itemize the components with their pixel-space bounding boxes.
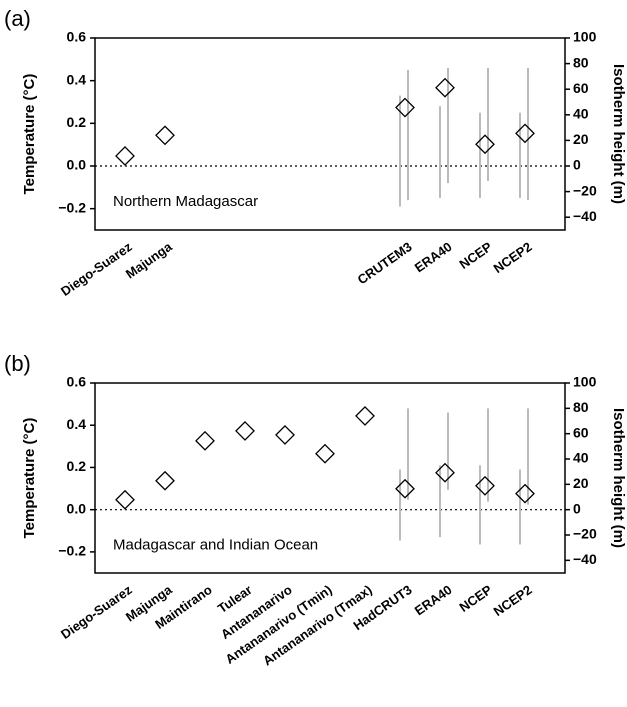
diamond-marker (115, 489, 135, 510)
y2-tick-label: 0 (573, 500, 581, 516)
y-tick-label: 0.0 (67, 157, 87, 173)
diamond-marker (115, 146, 135, 166)
y2-axis-title: Isotherm height (m) (610, 408, 627, 548)
diamond-marker (435, 77, 455, 98)
y2-tick-label: 20 (573, 131, 589, 147)
diamond-marker (315, 443, 335, 464)
y-tick-label: 0.6 (67, 29, 87, 45)
x-tick-label: ERA40 (412, 582, 455, 618)
x-tick-label: NCEP (456, 582, 494, 615)
diamond-marker (235, 421, 255, 441)
plot-frame (94, 382, 566, 574)
x-tick-label: CRUTEM3 (355, 239, 415, 287)
x-tick-label: NCEP (456, 239, 494, 272)
diamond-marker (515, 483, 535, 504)
y-tick-label: 0.2 (67, 114, 87, 130)
diamond-marker (435, 462, 455, 483)
panel-label: (b) (4, 351, 31, 376)
diamond-marker (475, 134, 495, 155)
y-axis-title: Temperature (°C) (21, 74, 38, 195)
y2-tick-label: −40 (573, 208, 597, 224)
y2-tick-label: 100 (573, 374, 597, 390)
diamond-marker (475, 475, 495, 496)
diamond-marker (395, 97, 415, 118)
y-axis-title: Temperature (°C) (21, 418, 38, 539)
diamond-marker (155, 125, 175, 146)
y2-tick-label: −40 (573, 551, 597, 567)
y2-tick-label: 80 (573, 399, 589, 415)
diamond-marker (195, 430, 215, 451)
diamond-marker (355, 406, 375, 426)
diamond-marker (395, 478, 415, 499)
diamond-marker (275, 425, 295, 445)
y2-tick-label: 80 (573, 54, 589, 70)
y2-tick-label: 60 (573, 424, 589, 440)
x-tick-label: NCEP2 (491, 582, 535, 619)
y2-axis-title: Isotherm height (m) (610, 64, 627, 204)
y2-tick-label: 20 (573, 475, 589, 491)
y2-tick-label: −20 (573, 526, 597, 542)
y2-tick-label: 40 (573, 106, 589, 122)
y2-tick-label: 60 (573, 80, 589, 96)
x-tick-label: NCEP2 (491, 239, 535, 276)
y-tick-label: 0.4 (67, 416, 87, 432)
y2-tick-label: −20 (573, 182, 597, 198)
annotation: Madagascar and Indian Ocean (113, 537, 318, 554)
y-tick-label: 0.4 (67, 71, 87, 87)
y-tick-label: −0.2 (58, 199, 86, 215)
diamond-marker (515, 123, 535, 144)
x-tick-label: Majunga (123, 239, 175, 282)
y-tick-label: −0.2 (58, 543, 86, 559)
y2-tick-label: 100 (573, 29, 597, 45)
y-tick-label: 0.0 (67, 500, 87, 516)
y-tick-label: 0.6 (67, 374, 87, 390)
annotation: Northern Madagascar (113, 193, 258, 210)
panel-label: (a) (4, 6, 31, 31)
diamond-marker (155, 470, 175, 491)
x-tick-label: ERA40 (412, 239, 455, 275)
plot-frame (94, 37, 566, 231)
y2-tick-label: 0 (573, 157, 581, 173)
y-tick-label: 0.2 (67, 458, 87, 474)
y2-tick-label: 40 (573, 450, 589, 466)
